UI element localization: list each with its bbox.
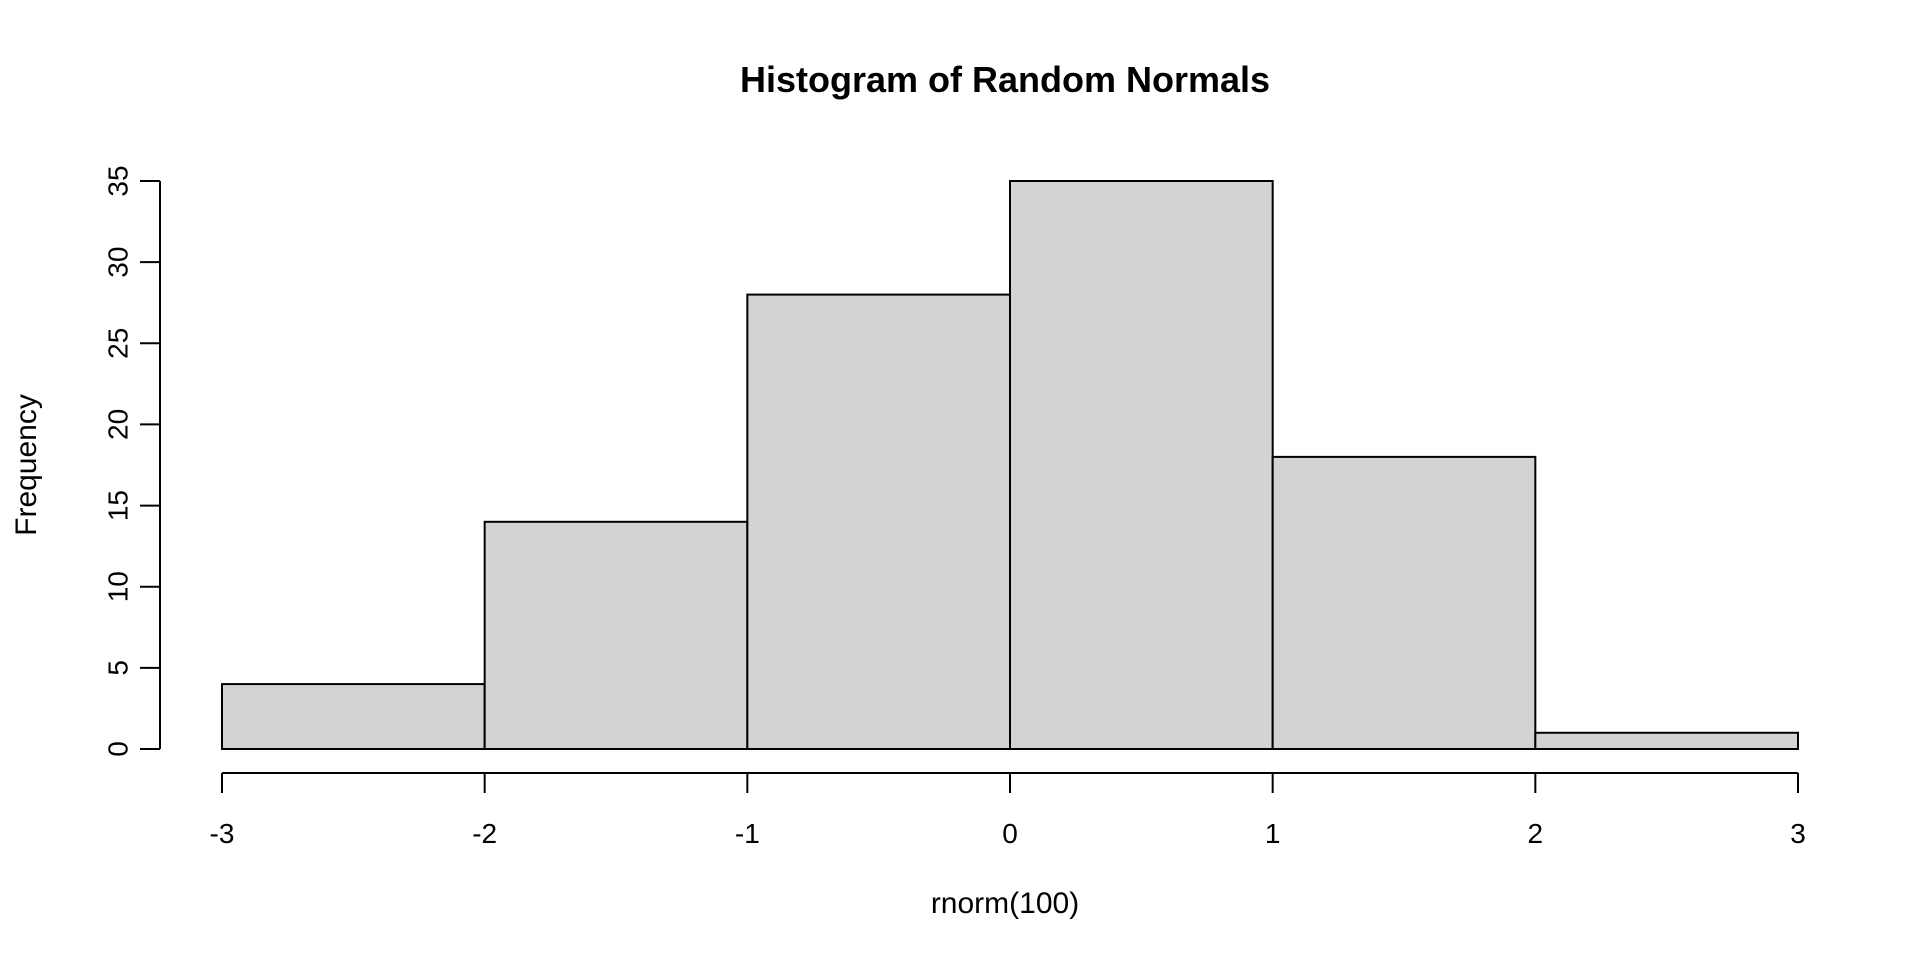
y-tick-label: 30 bbox=[103, 247, 134, 278]
x-tick-label: 3 bbox=[1790, 818, 1806, 849]
histogram-bar-6 bbox=[1534, 731, 1800, 750]
y-axis: 0 5 10 15 20 25 30 35 bbox=[103, 165, 161, 757]
x-axis: -3 -2 -1 0 1 2 3 bbox=[210, 772, 1806, 849]
x-axis-label: rnorm(100) bbox=[931, 887, 1079, 920]
histogram-bar-5 bbox=[1271, 455, 1537, 750]
x-tick-label: 0 bbox=[1002, 818, 1018, 849]
histogram-bar-2 bbox=[483, 520, 749, 750]
chart-title: Histogram of Random Normals bbox=[740, 59, 1270, 100]
y-tick-label: 0 bbox=[103, 741, 134, 757]
y-axis-label: Frequency bbox=[10, 394, 43, 536]
x-tick-label: -3 bbox=[210, 818, 235, 849]
histogram-bar-1 bbox=[221, 683, 486, 750]
y-tick-label: 10 bbox=[103, 571, 134, 602]
y-tick-label: 15 bbox=[103, 490, 134, 521]
y-tick-label: 35 bbox=[103, 165, 134, 196]
y-tick-label: 25 bbox=[103, 328, 134, 359]
bars-layer bbox=[221, 180, 1800, 750]
x-tick-label: -1 bbox=[735, 818, 760, 849]
x-tick-label: 1 bbox=[1265, 818, 1281, 849]
x-tick-label: -2 bbox=[472, 818, 497, 849]
histogram-bar-4 bbox=[1009, 180, 1274, 750]
y-tick-label: 5 bbox=[103, 660, 134, 676]
histogram-bar-3 bbox=[746, 293, 1011, 750]
x-tick-label: 2 bbox=[1528, 818, 1544, 849]
y-tick-label: 20 bbox=[103, 409, 134, 440]
